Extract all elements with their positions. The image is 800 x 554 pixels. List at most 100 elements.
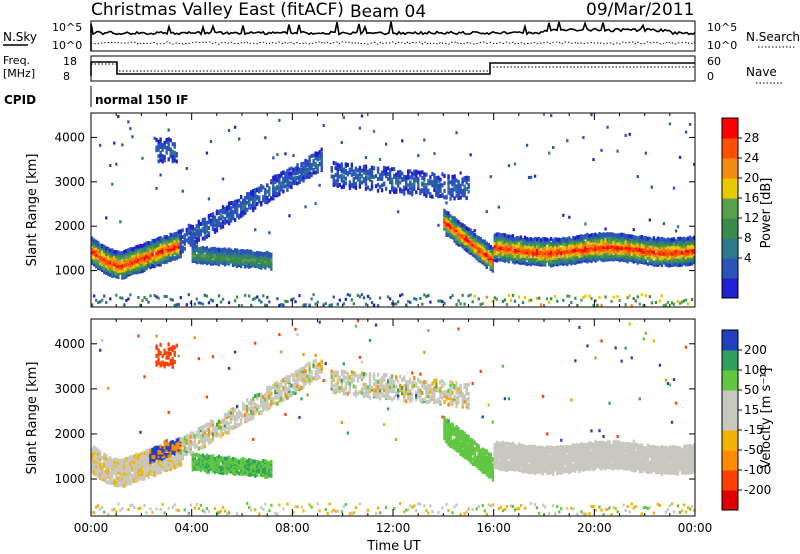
range-cell xyxy=(403,174,406,179)
range-cell xyxy=(268,252,271,257)
range-cell xyxy=(175,438,178,443)
range-cell xyxy=(608,237,611,242)
range-cell xyxy=(93,259,96,264)
range-cell xyxy=(157,139,160,144)
range-cell xyxy=(612,295,615,299)
range-cell xyxy=(413,169,416,174)
range-cell xyxy=(636,260,639,265)
range-cell xyxy=(552,258,555,263)
range-cell xyxy=(612,232,615,237)
range-cell xyxy=(282,303,285,307)
range-cell xyxy=(127,270,130,275)
range-cell xyxy=(497,243,501,248)
range-cell xyxy=(191,232,194,237)
range-cell xyxy=(548,243,551,248)
range-cell xyxy=(171,463,174,468)
range-cell xyxy=(660,294,664,298)
range-cell xyxy=(117,478,120,483)
range-cell xyxy=(554,244,557,249)
range-cell xyxy=(358,176,362,181)
range-cell xyxy=(588,294,591,298)
range-cell xyxy=(284,171,287,176)
range-cell xyxy=(415,190,418,195)
range-cell xyxy=(413,180,416,185)
range-cell xyxy=(523,296,527,300)
range-cell xyxy=(372,166,376,171)
range-cell xyxy=(397,170,400,175)
range-cell xyxy=(664,249,668,254)
range-cell xyxy=(523,245,527,250)
range-cell xyxy=(111,261,114,266)
range-cell xyxy=(364,186,368,191)
range-cell xyxy=(556,248,559,253)
range-cell xyxy=(312,170,315,175)
range-cell xyxy=(503,233,507,238)
range-cell xyxy=(143,451,146,456)
range-cell xyxy=(443,188,446,193)
range-cell xyxy=(93,451,96,456)
range-cell xyxy=(155,507,158,511)
range-cell xyxy=(616,236,619,241)
range-cell xyxy=(233,256,237,261)
range-cell xyxy=(447,232,450,237)
range-cell xyxy=(489,244,492,249)
range-cell xyxy=(139,472,142,477)
range-cell xyxy=(463,228,466,233)
range-cell xyxy=(682,257,686,262)
range-cell xyxy=(127,456,130,461)
range-cell xyxy=(169,462,172,467)
range-cell xyxy=(127,263,130,268)
range-cell xyxy=(471,230,474,235)
range-cell xyxy=(562,258,565,263)
range-cell xyxy=(338,174,341,179)
range-cell xyxy=(360,168,364,173)
range-cell xyxy=(151,459,154,464)
range-cell xyxy=(602,245,605,250)
range-cell xyxy=(328,303,331,307)
range-cell xyxy=(479,236,482,241)
range-cell xyxy=(614,256,617,261)
range-cell xyxy=(395,187,398,192)
range-cell xyxy=(187,236,190,241)
range-cell xyxy=(320,147,323,152)
range-cell xyxy=(429,192,432,197)
range-cell xyxy=(479,239,482,244)
range-cell xyxy=(123,251,126,256)
range-cell xyxy=(338,182,341,187)
range-cell xyxy=(235,263,239,268)
range-cell xyxy=(266,198,269,203)
range-cell xyxy=(529,175,533,179)
range-cell xyxy=(149,469,152,474)
range-cell xyxy=(362,296,366,300)
range-cell xyxy=(354,181,358,186)
range-cell xyxy=(612,246,615,251)
range-cell xyxy=(93,448,96,453)
range-cell xyxy=(678,301,682,305)
range-cell xyxy=(666,301,670,305)
range-cell xyxy=(165,459,168,464)
range-cell xyxy=(594,250,597,255)
range-cell xyxy=(141,458,144,463)
range-cell xyxy=(131,476,134,481)
range-cell xyxy=(584,240,587,245)
range-cell xyxy=(690,248,694,253)
range-cell xyxy=(175,254,178,259)
range-cell xyxy=(169,252,172,257)
range-cell xyxy=(153,462,156,467)
range-cell xyxy=(113,507,116,511)
range-cell xyxy=(477,241,480,246)
range-cell xyxy=(223,252,227,257)
range-cell xyxy=(274,174,277,179)
range-cell xyxy=(264,187,267,192)
range-cell xyxy=(342,179,345,184)
range-cell xyxy=(145,458,148,463)
range-cell xyxy=(163,251,166,256)
range-cell xyxy=(380,177,384,182)
range-cell xyxy=(189,235,192,240)
range-cell xyxy=(594,247,597,252)
range-cell xyxy=(465,187,468,192)
range-cell xyxy=(491,262,494,267)
range-cell xyxy=(239,213,243,218)
range-cell xyxy=(499,252,503,257)
range-cell xyxy=(628,256,631,261)
